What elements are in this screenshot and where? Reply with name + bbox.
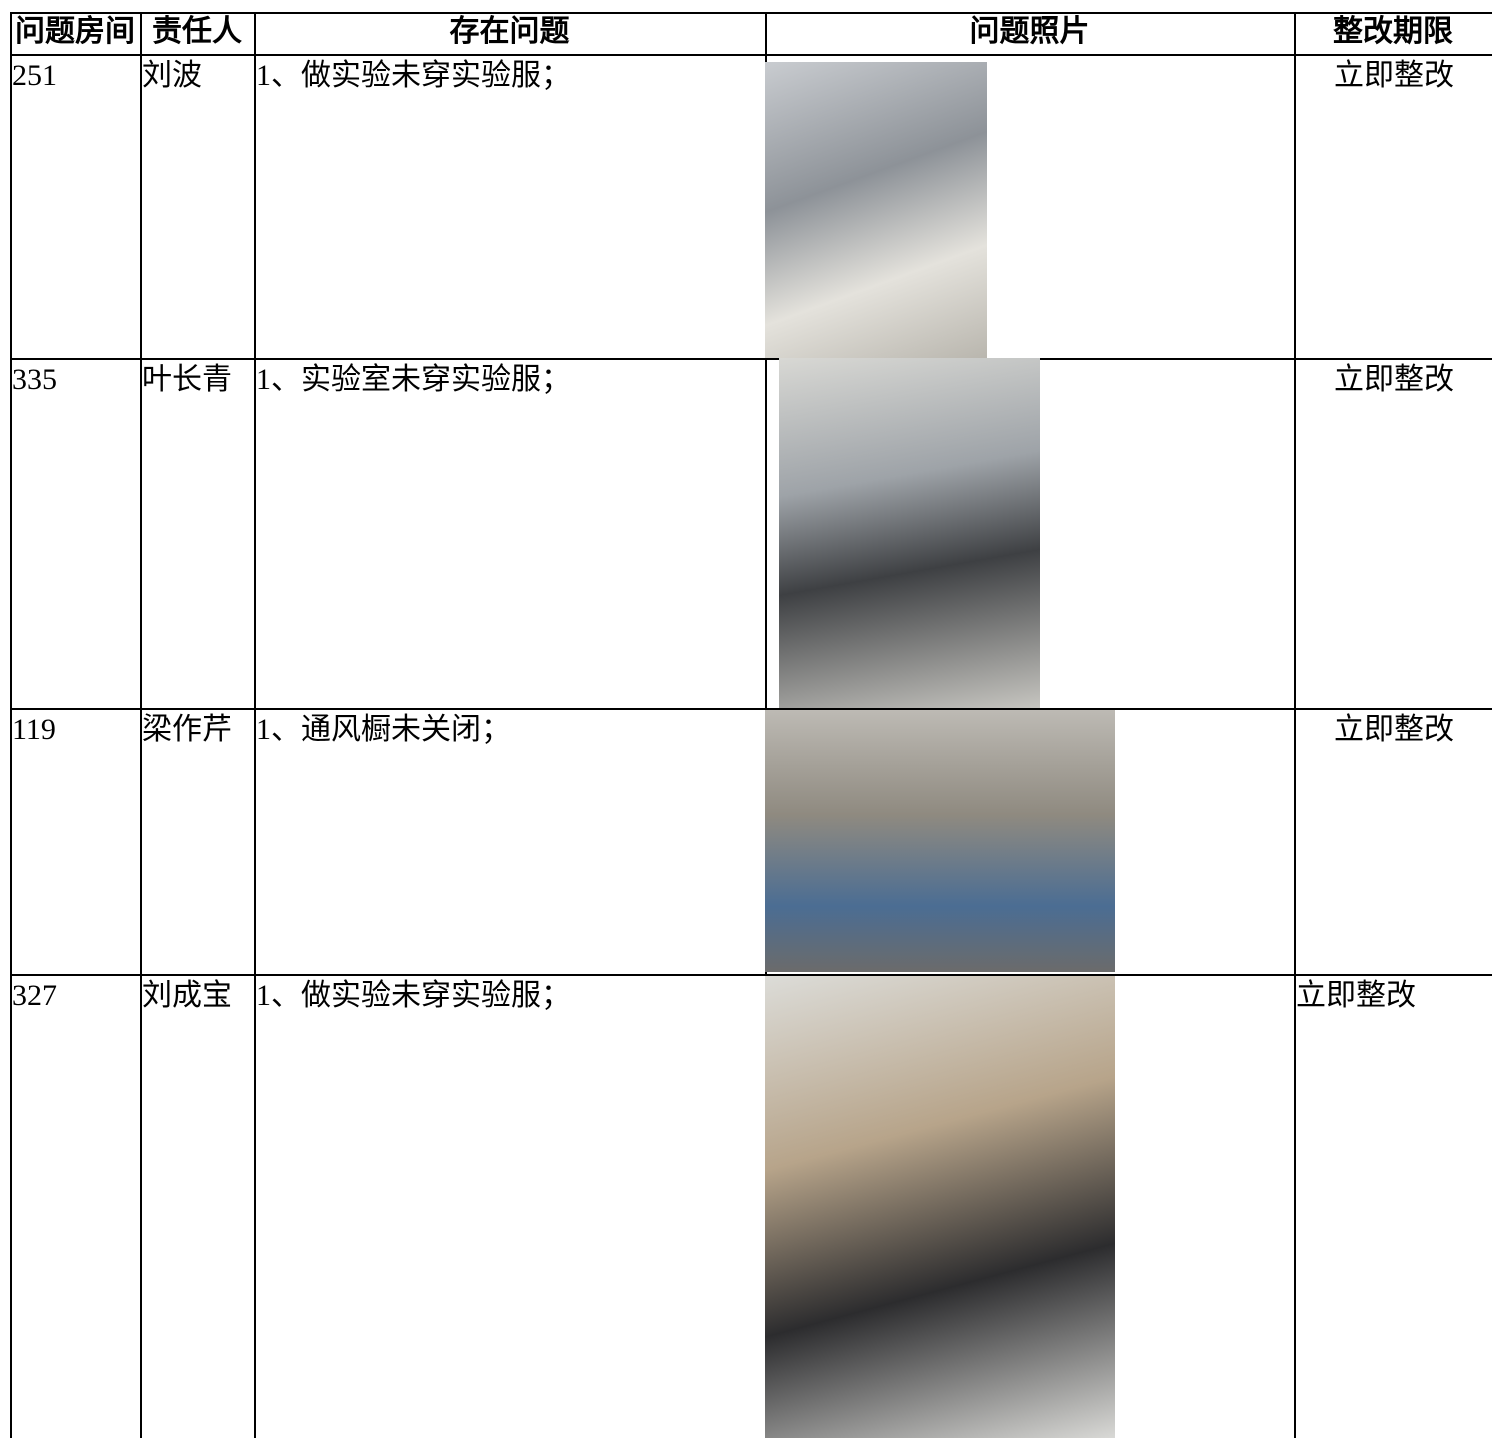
column-border xyxy=(140,12,142,1438)
deadline: 立即整改 xyxy=(1334,713,1454,746)
column-border xyxy=(254,12,256,1438)
row-border xyxy=(10,358,1492,360)
room: 251 xyxy=(12,59,57,92)
issue: 1、实验室未穿实验服； xyxy=(256,363,571,396)
person: 梁作芹 xyxy=(142,713,232,746)
header-cell: 问题照片 xyxy=(969,15,1090,48)
row-border xyxy=(10,54,1492,56)
row-border xyxy=(10,974,1492,976)
row-border xyxy=(10,708,1492,710)
column-border xyxy=(1294,12,1296,1438)
person: 刘成宝 xyxy=(142,979,232,1012)
room: 119 xyxy=(12,713,56,746)
photo xyxy=(765,62,987,358)
person: 叶长青 xyxy=(142,363,232,396)
photo xyxy=(765,710,1115,972)
deadline: 立即整改 xyxy=(1334,363,1454,396)
header-cell: 责任人 xyxy=(152,15,242,48)
deadline: 立即整改 xyxy=(1296,979,1416,1012)
room: 335 xyxy=(12,363,57,396)
issue: 1、通风橱未关闭； xyxy=(256,713,511,746)
issue: 1、做实验未穿实验服； xyxy=(256,59,571,92)
row-border xyxy=(10,12,1492,14)
deadline: 立即整改 xyxy=(1334,59,1454,92)
photo xyxy=(765,976,1115,1438)
header-cell: 存在问题 xyxy=(449,15,570,48)
issue: 1、做实验未穿实验服； xyxy=(256,979,571,1012)
person: 刘波 xyxy=(142,59,202,92)
header-cell: 整改期限 xyxy=(1333,15,1453,48)
header-cell: 问题房间 xyxy=(15,15,135,48)
column-border xyxy=(10,12,12,1438)
room: 327 xyxy=(12,979,57,1012)
photo xyxy=(779,358,1040,708)
